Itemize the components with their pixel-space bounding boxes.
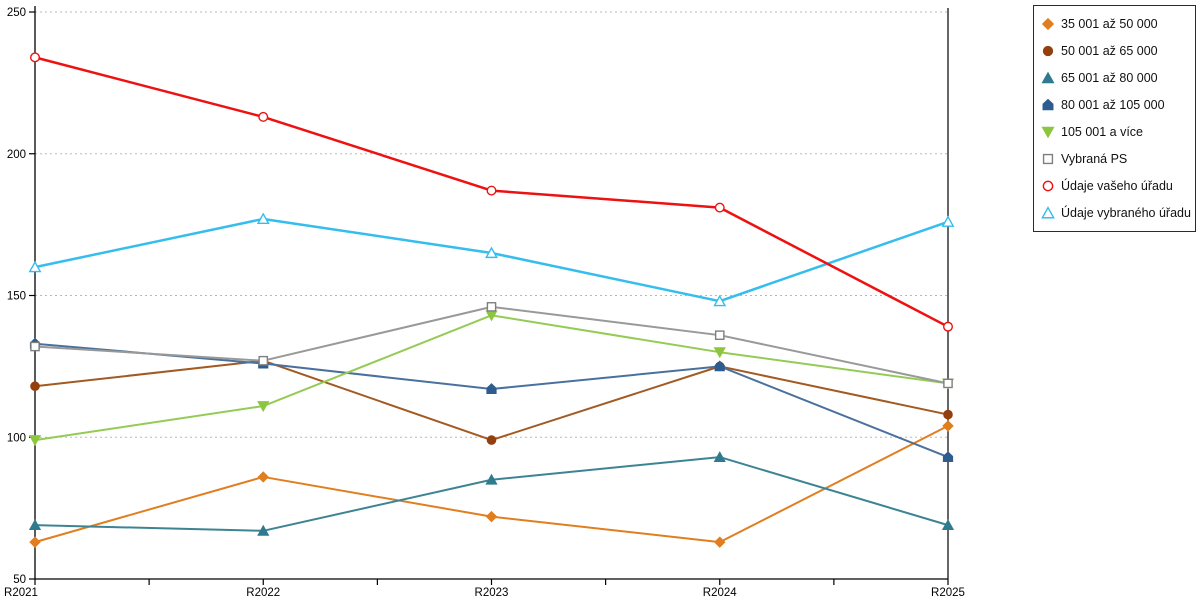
legend-item: 80 001 až 105 000: [1041, 92, 1191, 118]
triangle-down-icon: [1041, 125, 1055, 139]
series-1: [29, 420, 954, 548]
legend-label: 65 001 až 80 000: [1061, 70, 1158, 85]
series-6: [30, 302, 953, 389]
legend-label: Vybraná PS: [1061, 152, 1128, 167]
legend-item: Vybraná PS: [1041, 146, 1191, 172]
filled-circle-icon: [1041, 44, 1055, 58]
open-square-icon: [1041, 152, 1055, 166]
x-tick-label: R2025: [931, 587, 965, 599]
y-tick-label: 200: [7, 149, 26, 161]
legend-item: 50 001 až 65 000: [1041, 38, 1191, 64]
y-tick-label: 250: [7, 7, 26, 19]
legend-label: 35 001 až 50 000: [1061, 16, 1158, 31]
x-tick-label: R2023: [475, 587, 509, 599]
y-tick-label: 150: [7, 291, 26, 303]
legend-label: 105 001 a více: [1061, 125, 1144, 140]
series-3: [28, 451, 955, 536]
triangle-up-icon: [1041, 71, 1055, 85]
open-triangle-icon: [1041, 206, 1055, 220]
pentagon-icon: [1041, 98, 1055, 112]
series-7: [30, 52, 954, 332]
gridlines: [35, 11, 948, 438]
legend-item: Údaje vybraného úřadu: [1041, 200, 1191, 226]
series-2: [30, 355, 953, 445]
x-tick-label: R2022: [246, 587, 280, 599]
x-tick-label: R2021: [4, 587, 38, 599]
legend: 35 001 až 50 000 50 001 až 65 000 65 001…: [1033, 5, 1196, 232]
legend-item: 65 001 až 80 000: [1041, 65, 1191, 91]
y-tick-label: 100: [7, 432, 26, 444]
legend-label: Údaje vašeho úřadu: [1061, 179, 1173, 194]
legend-label: 50 001 až 65 000: [1061, 43, 1158, 58]
legend-item: 35 001 až 50 000: [1041, 11, 1191, 37]
legend-item: 105 001 a více: [1041, 119, 1191, 145]
open-circle-icon: [1041, 179, 1055, 193]
legend-item: Údaje vašeho úřadu: [1041, 173, 1191, 199]
y-tick-label: 50: [13, 574, 26, 586]
diamond-icon: [1041, 17, 1055, 31]
series-8: [28, 212, 955, 307]
legend-label: Údaje vybraného úřadu: [1061, 206, 1191, 221]
legend-label: 80 001 až 105 000: [1061, 97, 1165, 112]
x-tick-label: R2024: [703, 587, 737, 599]
axes: 50 100 150 200 250 R2021 R2022 R2023 R2024 R2025: [4, 6, 965, 599]
series-5: [28, 310, 955, 447]
